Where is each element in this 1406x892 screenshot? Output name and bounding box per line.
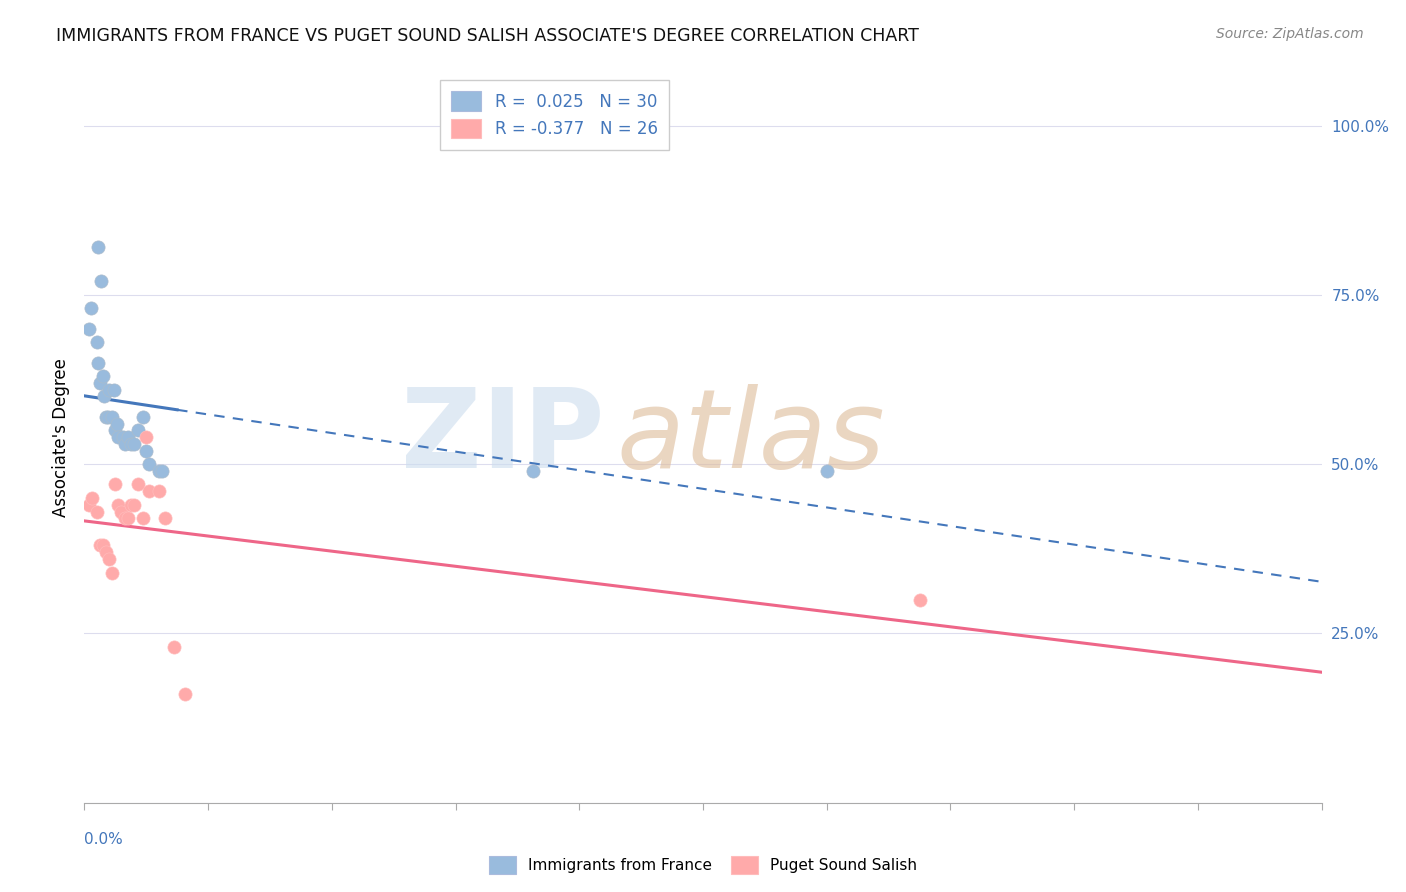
Text: IMMIGRANTS FROM FRANCE VS PUGET SOUND SALISH ASSOCIATE'S DEGREE CORRELATION CHAR: IMMIGRANTS FROM FRANCE VS PUGET SOUND SA…: [56, 27, 920, 45]
Point: [138, 457, 160, 471]
Point: [148, 464, 170, 478]
Point: [79, 301, 101, 316]
Point: [89, 538, 111, 552]
Point: [112, 430, 135, 444]
Point: [101, 409, 124, 424]
Point: [117, 511, 139, 525]
Point: [120, 498, 142, 512]
Point: [107, 430, 129, 444]
Point: [150, 464, 173, 478]
Point: [94, 409, 117, 424]
Point: [77, 498, 100, 512]
Text: 0.0%: 0.0%: [84, 832, 124, 847]
Point: [174, 688, 197, 702]
Point: [148, 484, 170, 499]
Point: [93, 389, 115, 403]
Point: [127, 423, 149, 437]
Point: [87, 240, 110, 254]
Point: [90, 274, 112, 288]
Point: [105, 417, 128, 431]
Point: [94, 545, 117, 559]
Point: [114, 511, 136, 525]
Point: [522, 464, 544, 478]
Point: [132, 409, 155, 424]
Point: [1341, 688, 1364, 702]
Point: [82, 491, 104, 505]
Legend: Immigrants from France, Puget Sound Salish: Immigrants from France, Puget Sound Sali…: [482, 850, 924, 880]
Point: [110, 505, 132, 519]
Point: [107, 498, 129, 512]
Point: [1357, 660, 1379, 674]
Legend: R =  0.025   N = 30, R = -0.377   N = 26: R = 0.025 N = 30, R = -0.377 N = 26: [440, 79, 669, 150]
Point: [98, 383, 121, 397]
Point: [96, 409, 118, 424]
Point: [89, 376, 111, 390]
Text: Source: ZipAtlas.com: Source: ZipAtlas.com: [1216, 27, 1364, 41]
Point: [87, 355, 110, 369]
Point: [908, 592, 931, 607]
Point: [86, 505, 108, 519]
Text: ZIP: ZIP: [401, 384, 605, 491]
Point: [98, 552, 121, 566]
Point: [135, 443, 157, 458]
Point: [815, 464, 838, 478]
Point: [91, 538, 114, 552]
Point: [127, 477, 149, 491]
Point: [132, 511, 155, 525]
Point: [138, 484, 160, 499]
Point: [104, 477, 127, 491]
Point: [135, 430, 157, 444]
Point: [117, 430, 139, 444]
Point: [77, 322, 100, 336]
Point: [120, 437, 142, 451]
Point: [122, 437, 145, 451]
Point: [101, 566, 124, 580]
Point: [91, 369, 114, 384]
Point: [86, 335, 108, 350]
Point: [114, 437, 136, 451]
Y-axis label: Associate's Degree: Associate's Degree: [52, 358, 70, 516]
Point: [103, 383, 125, 397]
Point: [163, 640, 186, 654]
Point: [153, 511, 176, 525]
Point: [122, 498, 145, 512]
Point: [104, 423, 127, 437]
Text: atlas: atlas: [616, 384, 884, 491]
